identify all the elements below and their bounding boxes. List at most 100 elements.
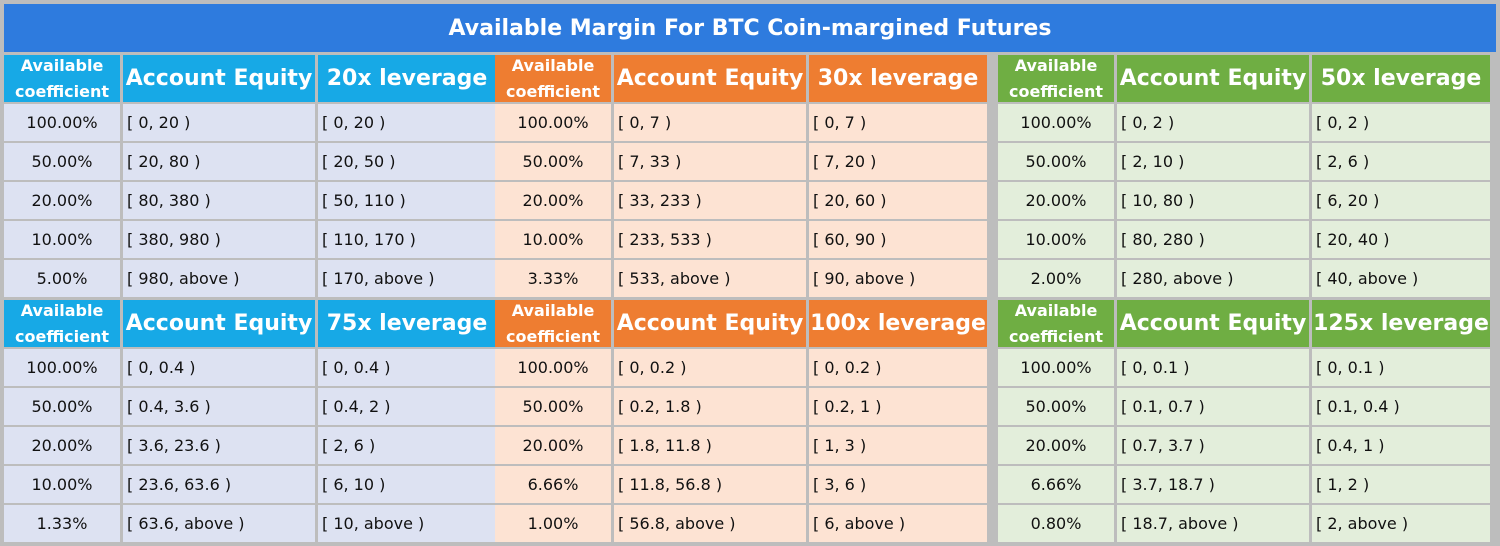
header-account-equity: Account Equity: [123, 55, 315, 102]
equity-range-cell: [ 980, above ): [123, 260, 315, 297]
header-available-coefficient: Available coefficient: [495, 55, 611, 102]
coefficient-cell: 50.00%: [495, 143, 611, 180]
header-coefficient-line2: coefficient: [14, 81, 110, 101]
coefficient-cell: 100.00%: [998, 349, 1114, 386]
header-available-coefficient: Available coefficient: [4, 300, 120, 347]
header-coefficient-line1: Available: [20, 55, 104, 75]
page-title: Available Margin For BTC Coin-margined F…: [4, 4, 1496, 52]
leverage-range-cell: [ 0.1, 0.4 ): [1312, 388, 1490, 425]
coefficient-cell: 10.00%: [4, 221, 120, 258]
equity-range-cell: [ 0, 0.1 ): [1117, 349, 1309, 386]
coefficient-cell: 50.00%: [4, 143, 120, 180]
header-coefficient-line2: coefficient: [505, 81, 601, 101]
header-coefficient-line2: coefficient: [1008, 326, 1104, 346]
header-coefficient-line1: Available: [511, 300, 595, 320]
coefficient-cell: 50.00%: [998, 388, 1114, 425]
equity-range-cell: [ 18.7, above ): [1117, 505, 1309, 542]
equity-range-cell: [ 533, above ): [614, 260, 806, 297]
header-account-equity: Account Equity: [1117, 55, 1309, 102]
equity-range-cell: [ 33, 233 ): [614, 182, 806, 219]
coefficient-cell: 20.00%: [495, 427, 611, 464]
header-leverage: 100x leverage: [809, 300, 987, 347]
equity-range-cell: [ 23.6, 63.6 ): [123, 466, 315, 503]
equity-range-cell: [ 0.4, 3.6 ): [123, 388, 315, 425]
leverage-range-cell: [ 6, above ): [809, 505, 987, 542]
leverage-range-cell: [ 20, 40 ): [1312, 221, 1490, 258]
leverage-range-cell: [ 60, 90 ): [809, 221, 987, 258]
coefficient-cell: 100.00%: [495, 349, 611, 386]
equity-range-cell: [ 0, 0.4 ): [123, 349, 315, 386]
equity-range-cell: [ 1.8, 11.8 ): [614, 427, 806, 464]
equity-range-cell: [ 0, 7 ): [614, 104, 806, 141]
equity-range-cell: [ 7, 33 ): [614, 143, 806, 180]
leverage-range-cell: [ 6, 10 ): [318, 466, 496, 503]
equity-range-cell: [ 0.2, 1.8 ): [614, 388, 806, 425]
leverage-range-cell: [ 6, 20 ): [1312, 182, 1490, 219]
equity-range-cell: [ 63.6, above ): [123, 505, 315, 542]
coefficient-cell: 20.00%: [495, 182, 611, 219]
equity-range-cell: [ 233, 533 ): [614, 221, 806, 258]
header-account-equity: Account Equity: [614, 55, 806, 102]
leverage-range-cell: [ 0, 7 ): [809, 104, 987, 141]
header-account-equity: Account Equity: [1117, 300, 1309, 347]
equity-range-cell: [ 56.8, above ): [614, 505, 806, 542]
leverage-range-cell: [ 110, 170 ): [318, 221, 496, 258]
leverage-range-cell: [ 1, 2 ): [1312, 466, 1490, 503]
leverage-range-cell: [ 3, 6 ): [809, 466, 987, 503]
leverage-table-5: Available coefficient Account Equity 100x l…: [495, 300, 987, 542]
equity-range-cell: [ 80, 380 ): [123, 182, 315, 219]
leverage-range-cell: [ 20, 50 ): [318, 143, 496, 180]
leverage-range-cell: [ 0.4, 1 ): [1312, 427, 1490, 464]
leverage-table-4: Available coefficient Account Equity 75x le…: [4, 300, 496, 542]
leverage-range-cell: [ 1, 3 ): [809, 427, 987, 464]
leverage-range-cell: [ 0, 0.1 ): [1312, 349, 1490, 386]
equity-range-cell: [ 2, 10 ): [1117, 143, 1309, 180]
coefficient-cell: 20.00%: [4, 427, 120, 464]
equity-range-cell: [ 0, 20 ): [123, 104, 315, 141]
header-account-equity: Account Equity: [614, 300, 806, 347]
header-coefficient-line2: coefficient: [505, 326, 601, 346]
coefficient-cell: 50.00%: [495, 388, 611, 425]
coefficient-cell: 20.00%: [4, 182, 120, 219]
leverage-range-cell: [ 0, 2 ): [1312, 104, 1490, 141]
coefficient-cell: 5.00%: [4, 260, 120, 297]
coefficient-cell: 6.66%: [998, 466, 1114, 503]
equity-range-cell: [ 0, 2 ): [1117, 104, 1309, 141]
leverage-range-cell: [ 0, 0.4 ): [318, 349, 496, 386]
leverage-table-2: Available coefficient Account Equity 30x le…: [495, 55, 987, 297]
header-coefficient-line1: Available: [511, 55, 595, 75]
header-available-coefficient: Available coefficient: [4, 55, 120, 102]
header-available-coefficient: Available coefficient: [495, 300, 611, 347]
coefficient-cell: 50.00%: [998, 143, 1114, 180]
coefficient-cell: 20.00%: [998, 182, 1114, 219]
header-leverage: 75x leverage: [318, 300, 496, 347]
coefficient-cell: 100.00%: [495, 104, 611, 141]
coefficient-cell: 50.00%: [4, 388, 120, 425]
leverage-range-cell: [ 90, above ): [809, 260, 987, 297]
coefficient-cell: 10.00%: [495, 221, 611, 258]
coefficient-cell: 100.00%: [4, 349, 120, 386]
header-leverage: 50x leverage: [1312, 55, 1490, 102]
leverage-range-cell: [ 2, 6 ): [318, 427, 496, 464]
leverage-table-1: Available coefficient Account Equity 20x le…: [4, 55, 496, 297]
header-available-coefficient: Available coefficient: [998, 55, 1114, 102]
header-coefficient-line1: Available: [1014, 55, 1098, 75]
header-available-coefficient: Available coefficient: [998, 300, 1114, 347]
leverage-range-cell: [ 0, 20 ): [318, 104, 496, 141]
equity-range-cell: [ 3.7, 18.7 ): [1117, 466, 1309, 503]
equity-range-cell: [ 380, 980 ): [123, 221, 315, 258]
coefficient-cell: 0.80%: [998, 505, 1114, 542]
leverage-range-cell: [ 50, 110 ): [318, 182, 496, 219]
leverage-range-cell: [ 20, 60 ): [809, 182, 987, 219]
leverage-range-cell: [ 2, 6 ): [1312, 143, 1490, 180]
leverage-range-cell: [ 0.4, 2 ): [318, 388, 496, 425]
equity-range-cell: [ 280, above ): [1117, 260, 1309, 297]
equity-range-cell: [ 10, 80 ): [1117, 182, 1309, 219]
header-coefficient-line2: coefficient: [1008, 81, 1104, 101]
leverage-table-3: Available coefficient Account Equity 50x le…: [998, 55, 1490, 297]
coefficient-cell: 10.00%: [4, 466, 120, 503]
equity-range-cell: [ 0.7, 3.7 ): [1117, 427, 1309, 464]
leverage-range-cell: [ 0.2, 1 ): [809, 388, 987, 425]
equity-range-cell: [ 20, 80 ): [123, 143, 315, 180]
